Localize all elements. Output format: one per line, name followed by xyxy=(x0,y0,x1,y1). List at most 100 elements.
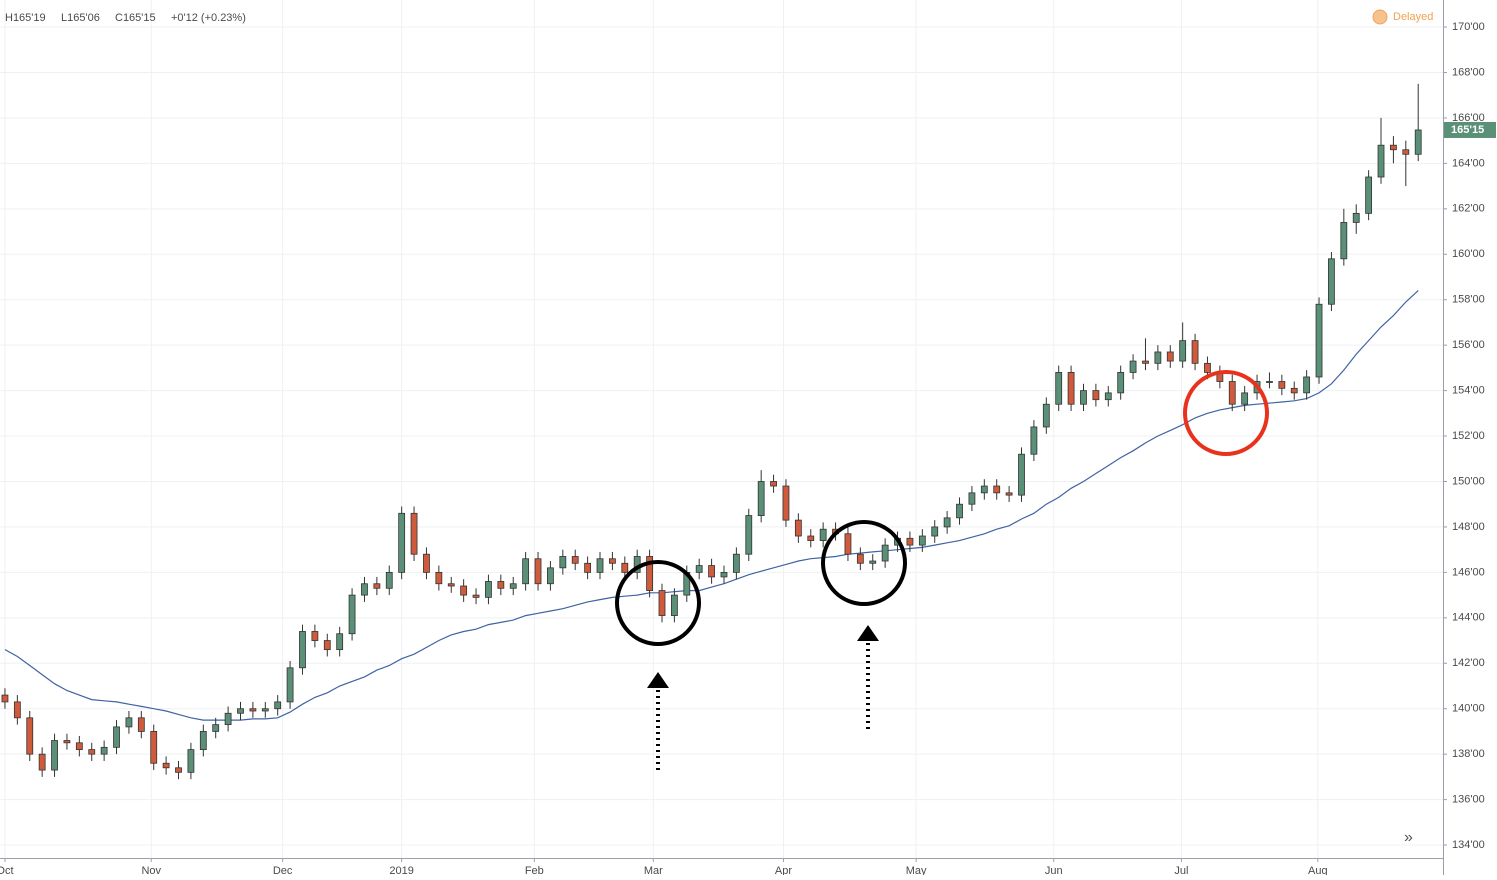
x-tick-label: Apr xyxy=(775,865,792,875)
candle-body xyxy=(199,731,207,751)
y-tick-label: 152'00 xyxy=(1452,430,1485,442)
x-tick-label: May xyxy=(906,865,927,875)
candle-body xyxy=(1191,340,1199,364)
candle-body xyxy=(286,667,294,703)
candle-body xyxy=(1414,129,1422,155)
candle-body xyxy=(1365,176,1373,214)
y-tick-label: 140'00 xyxy=(1452,703,1485,715)
y-tick-label: 136'00 xyxy=(1452,794,1485,806)
candle-body xyxy=(993,485,1001,494)
y-tick-label: 150'00 xyxy=(1452,475,1485,487)
moving-average-line xyxy=(4,290,1419,721)
x-tick-label: 2019 xyxy=(389,865,413,875)
y-tick-label: 170'00 xyxy=(1452,21,1485,33)
x-tick-label: Feb xyxy=(525,865,544,875)
candle-body xyxy=(596,558,604,573)
candle-body xyxy=(559,556,567,569)
candle-body xyxy=(1352,212,1360,223)
candle-body xyxy=(509,583,517,589)
y-tick-label: 148'00 xyxy=(1452,521,1485,533)
candle-body xyxy=(137,717,145,732)
candle-body xyxy=(956,503,963,519)
candle-body xyxy=(1030,426,1038,455)
y-tick-label: 162'00 xyxy=(1452,203,1485,215)
candle-body xyxy=(732,553,740,573)
candle-body xyxy=(609,558,616,564)
candle-body xyxy=(1303,376,1311,394)
candle-body xyxy=(1340,222,1348,260)
header-low: L165'06 xyxy=(61,12,100,24)
candle-body xyxy=(931,526,939,537)
x-tick-label: Dec xyxy=(273,865,293,875)
candle-body xyxy=(249,708,257,712)
candle-body xyxy=(1154,351,1162,364)
x-tick-label: Jul xyxy=(1174,865,1188,875)
candle-body xyxy=(844,533,852,555)
candle-body xyxy=(708,565,715,578)
candle-body xyxy=(1290,387,1298,394)
candle-body xyxy=(435,571,443,585)
candle-body xyxy=(385,571,393,589)
candle-body xyxy=(336,633,344,651)
candle-body xyxy=(150,731,158,764)
candle-body xyxy=(571,556,579,564)
candle-body xyxy=(646,556,653,591)
x-tick-label: Mar xyxy=(644,865,663,875)
last-price-tag xyxy=(1444,121,1496,138)
candle-body xyxy=(658,590,666,616)
candle-body xyxy=(410,512,418,555)
candle-body xyxy=(1377,144,1385,178)
candle-body xyxy=(1104,392,1112,401)
candle-body xyxy=(423,553,430,573)
y-tick-label: 164'00 xyxy=(1452,157,1485,169)
candle-body xyxy=(1328,258,1335,305)
candle-body xyxy=(224,712,232,726)
x-tick-label: Oct xyxy=(0,865,14,875)
candle-body xyxy=(1390,144,1397,151)
highlight-circle xyxy=(821,520,907,606)
candle-body xyxy=(88,749,96,755)
candle-body xyxy=(968,492,976,505)
y-tick-label: 160'00 xyxy=(1452,248,1485,260)
candle-body xyxy=(695,565,703,573)
grid xyxy=(0,0,1443,858)
x-tick-label: Nov xyxy=(141,865,161,875)
candle-body xyxy=(1092,390,1100,401)
candle-body xyxy=(1166,351,1174,362)
candle-body xyxy=(100,746,108,755)
candle-body xyxy=(584,562,592,573)
candle-body xyxy=(918,535,926,546)
candle-body xyxy=(534,558,542,585)
candle-body xyxy=(63,740,71,744)
y-tick-label: 168'00 xyxy=(1452,66,1485,78)
candle-body xyxy=(13,701,21,719)
candle-body xyxy=(943,517,951,528)
candle-body xyxy=(770,481,777,487)
candle-body xyxy=(1266,381,1273,383)
status-dot xyxy=(1372,9,1388,25)
candle-body xyxy=(1204,362,1211,373)
arrow-head xyxy=(857,625,879,641)
candle-body xyxy=(162,762,170,769)
candle-body xyxy=(460,585,468,596)
candle-body xyxy=(856,553,864,564)
candle-body xyxy=(1055,372,1063,405)
candle-body xyxy=(906,537,914,546)
candle-body xyxy=(1067,372,1075,405)
candle-body xyxy=(485,581,492,598)
candle-body xyxy=(299,631,306,669)
highlight-circle xyxy=(615,560,701,646)
candle-body xyxy=(125,717,133,728)
candle-body xyxy=(745,515,753,555)
scroll-button[interactable]: » xyxy=(1404,829,1413,846)
candle-body xyxy=(75,742,83,751)
candle-body xyxy=(807,535,815,541)
candle-body xyxy=(261,708,269,712)
axes: 134'00 136'00 138'00 140'00 142'00 144'00 146'… xyxy=(0,21,1496,877)
candle-body xyxy=(782,485,790,521)
candle-body xyxy=(1315,303,1323,378)
candle-body xyxy=(1117,372,1125,394)
candle-body xyxy=(274,701,282,710)
